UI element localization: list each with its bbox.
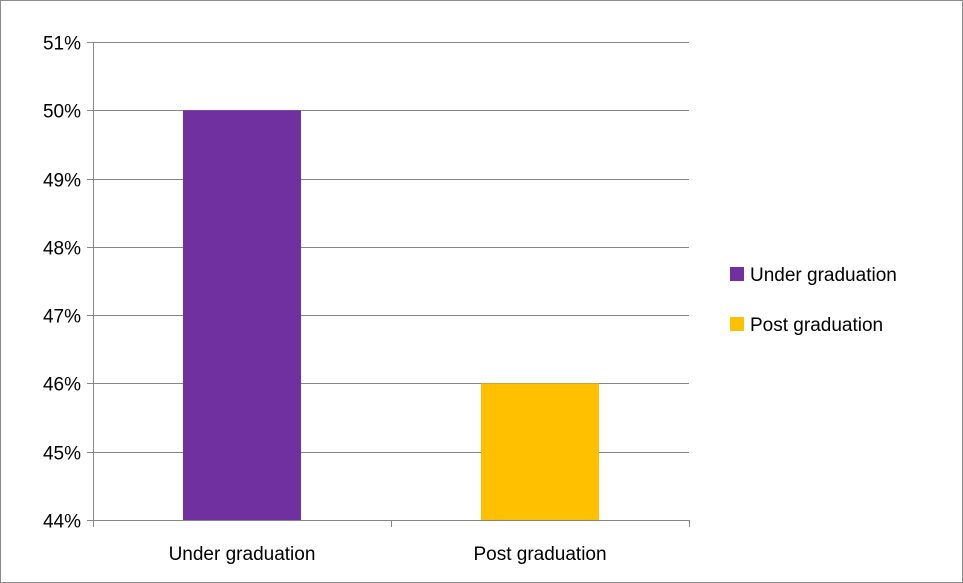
y-tick-label: 48% xyxy=(43,239,81,260)
y-tick-label: 50% xyxy=(43,102,81,123)
x-category-label: Under graduation xyxy=(169,544,316,565)
legend-label: Under graduation xyxy=(750,265,897,286)
bars xyxy=(183,110,599,521)
legend-label: Post graduation xyxy=(750,315,883,336)
legend-swatch xyxy=(730,317,744,331)
y-tick-label: 49% xyxy=(43,171,81,192)
y-tick-label: 51% xyxy=(43,34,81,55)
x-category-label: Post graduation xyxy=(473,544,606,565)
y-tick-label: 46% xyxy=(43,375,81,396)
bar-under-graduation xyxy=(183,110,301,521)
y-tick-label: 47% xyxy=(43,307,81,328)
y-axis-tick-labels: 44% 45% 46% 47% 48% 49% 50% 51% xyxy=(43,34,81,533)
legend-swatch xyxy=(730,267,744,281)
gridlines xyxy=(93,42,689,453)
y-tick-label: 45% xyxy=(43,444,81,465)
legend: Under graduation Post graduation xyxy=(730,265,897,336)
y-tick-label: 44% xyxy=(43,512,81,533)
bar-post-graduation xyxy=(481,383,599,520)
axes xyxy=(87,42,690,527)
x-axis-category-labels: Under graduation Post graduation xyxy=(169,544,607,565)
